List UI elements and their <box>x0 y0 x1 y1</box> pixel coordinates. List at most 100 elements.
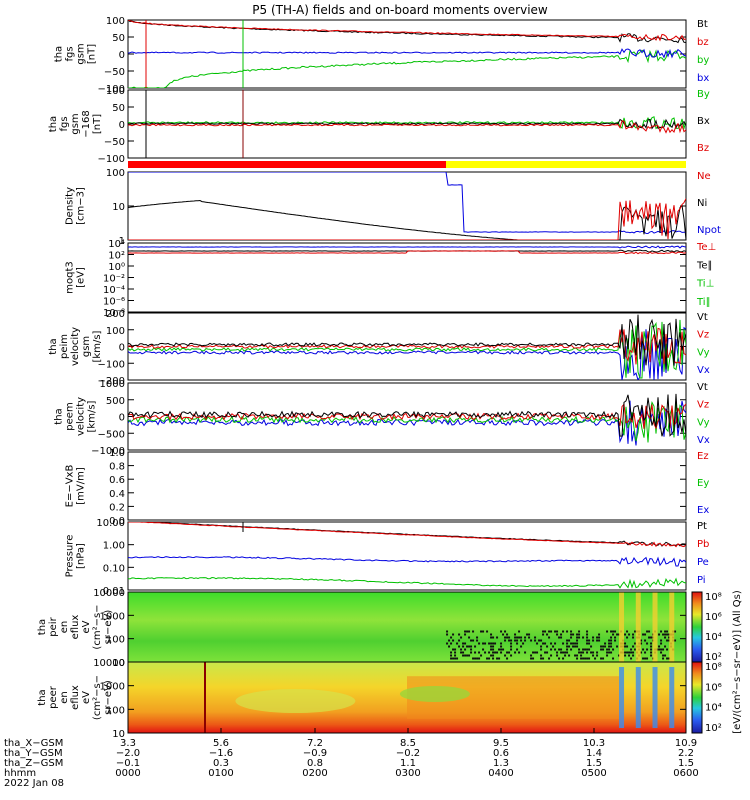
x-row-label: hhmm <box>4 768 36 779</box>
x-tick-label: 0000 <box>115 768 140 779</box>
y-tick-label: 1 <box>119 236 125 247</box>
y-axis-label: en <box>59 691 70 704</box>
y-tick-label: 100 <box>106 16 125 27</box>
series-group <box>128 90 686 158</box>
x-tick-label: 1.4 <box>586 748 602 759</box>
figure-title: P5 (TH-A) fields and on-board moments ov… <box>252 3 548 17</box>
y-axis-label: (cm²−s− <box>92 604 103 649</box>
y-axis-label: −168 <box>81 110 92 137</box>
y-axis-label: eflux <box>70 615 81 640</box>
y-tick-label: 50 <box>112 103 125 114</box>
series-by <box>128 116 686 131</box>
x-tick-label: 0300 <box>395 768 420 779</box>
y-axis-label: [nT] <box>92 114 103 134</box>
series-group <box>128 20 686 88</box>
series-pe <box>128 556 686 567</box>
series-te-perp <box>128 250 686 255</box>
y-axis-label: velocity <box>70 327 81 366</box>
y-axis-label: eV <box>81 691 92 704</box>
y-tick-label: 10⁻⁴ <box>103 285 125 296</box>
y-tick-label: 10² <box>108 251 125 262</box>
y-axis-label: tha <box>37 689 48 705</box>
series-vx <box>128 326 686 380</box>
series-bz <box>128 20 686 42</box>
y-tick-label: 10.00 <box>96 518 125 529</box>
y-axis-label: Density <box>65 187 76 225</box>
x-tick-label: 1.1 <box>400 758 416 769</box>
legend-ey: Ey <box>697 478 709 489</box>
y-axis-label: tha <box>54 46 65 62</box>
x-tick-label: 1.3 <box>493 758 509 769</box>
y-tick-label: −50 <box>104 137 125 148</box>
y-axis-label: tha <box>37 619 48 635</box>
x-tick-label: 0.8 <box>307 758 323 769</box>
legend-vt: Vt <box>697 382 708 393</box>
series-te-par <box>128 249 686 253</box>
y-axis-label: sr−eV) <box>103 680 114 715</box>
x-tick-label: 5.6 <box>213 738 229 749</box>
y-axis-label: tha <box>54 408 65 424</box>
date-label: 2022 Jan 08 <box>4 778 64 789</box>
series-group <box>128 314 686 380</box>
y-tick-label: 0 <box>119 343 125 354</box>
y-tick-label: 0.2 <box>109 502 125 513</box>
legend-ez: Ez <box>697 451 709 462</box>
series-ni <box>128 199 686 240</box>
legend-pe: Pe <box>697 557 709 568</box>
y-axis-label: eV <box>81 620 92 633</box>
panel-peer_spec: 10000 1000 100 10 tha peer en eflux eV (cm²−s− sr−… <box>37 658 687 740</box>
y-axis-label: tha <box>48 116 59 132</box>
series-ne <box>128 198 686 240</box>
y-tick-label: 10⁻⁸ <box>103 308 125 319</box>
panel-fgs_gsm_tr: 100 50 0 −50 −100 tha fgs gsm −168 [nT] By Bx Bz <box>48 86 710 165</box>
x-tick-label: 9.5 <box>493 738 509 749</box>
y-axis-label: [km/s] <box>87 400 98 432</box>
y-axis-label: fgs <box>59 116 70 131</box>
series-group <box>128 245 686 255</box>
colorbar-tick: 10⁴ <box>705 703 722 714</box>
series-bx <box>128 48 686 59</box>
series-npot <box>128 172 686 235</box>
colorbar-tick: 10⁶ <box>705 612 722 623</box>
y-axis-label: velocity <box>76 397 87 436</box>
x-tick-label: −2.0 <box>116 748 140 759</box>
y-tick-label: 0 <box>119 50 125 61</box>
x-tick-label: 0.6 <box>493 748 509 759</box>
legend-bz: Bz <box>697 143 709 154</box>
colorbar-tick: 10⁴ <box>705 632 722 643</box>
panel-frame <box>127 661 687 734</box>
y-tick-label: 50 <box>112 33 125 44</box>
series-by <box>128 49 686 88</box>
y-axis-label: peir <box>48 616 59 636</box>
legend-pt: Pt <box>697 521 707 532</box>
panel-pressure: 10.00 1.00 0.10 0.01 Pressure [nPa] Pt Pb Pe Pi <box>65 518 710 597</box>
y-axis-label: [nT] <box>87 44 98 64</box>
series-bx <box>128 118 686 130</box>
series-group <box>128 393 686 446</box>
legend-pb: Pb <box>697 539 709 550</box>
colorbar-tick: 10² <box>705 723 722 734</box>
y-tick-label: 0.8 <box>109 462 125 473</box>
panel-efield: 1.0 0.8 0.6 0.4 0.2 0.0 E=−VxB [mV/m] Ez Ey Ex <box>65 448 710 527</box>
x-tick-label: −0.9 <box>303 748 327 759</box>
y-tick-label: 100 <box>106 326 125 337</box>
y-tick-label: 100 <box>106 705 125 716</box>
y-tick-label: 0.4 <box>109 489 125 500</box>
legend-vz: Vz <box>697 330 709 341</box>
y-tick-label: 0 <box>119 413 125 424</box>
series-vz <box>128 327 686 365</box>
y-tick-label: −100 <box>98 359 125 370</box>
panel-density: 100 10 1 Density [cm−3] Ne Ni Npot <box>65 168 721 247</box>
series-group <box>128 172 686 240</box>
series-bt <box>128 20 686 44</box>
legend-bx: bx <box>697 73 709 84</box>
legend-te⊥: Te⊥ <box>696 242 716 253</box>
y-tick-label: −100 <box>98 154 125 165</box>
series-vz <box>128 403 686 430</box>
x-axis: tha_X−GSM 3.3 5.6 7.2 8.5 9.5 10.3 10.9 tha_Y−GS… <box>4 728 699 789</box>
legend-by: by <box>697 55 709 66</box>
x-tick-label: 10.3 <box>583 738 605 749</box>
